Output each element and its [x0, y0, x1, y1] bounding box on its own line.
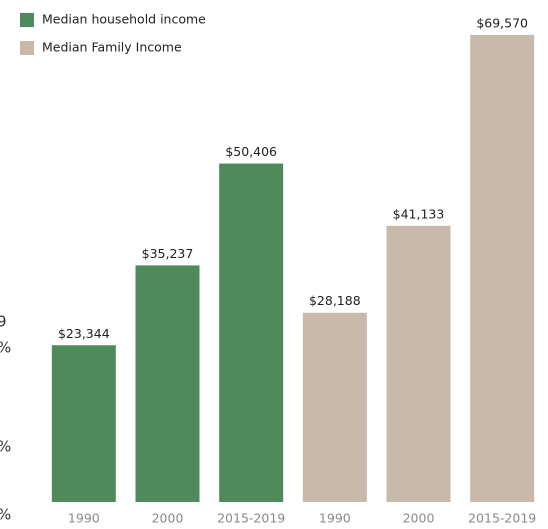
bar — [219, 163, 284, 503]
legend-label: Median household income — [42, 12, 206, 27]
bar — [386, 225, 451, 502]
x-tick-label: 2015-2019 — [468, 511, 536, 526]
x-tick-label: 2000 — [403, 511, 435, 526]
bar — [302, 312, 367, 502]
value-label: $69,570 — [476, 15, 528, 30]
x-tick-label: 2015-2019 — [217, 511, 285, 526]
edge-fragment: % — [0, 506, 11, 524]
value-label: $35,237 — [142, 246, 194, 261]
bar — [51, 345, 116, 502]
edge-fragment: % — [0, 438, 11, 456]
x-tick-label: 1990 — [68, 511, 100, 526]
legend-swatch — [20, 41, 34, 55]
edge-fragment: % — [0, 339, 11, 357]
x-tick-label: 1990 — [319, 511, 351, 526]
legend-label: Median Family Income — [42, 40, 182, 55]
bar — [470, 34, 535, 502]
value-label: $28,188 — [309, 293, 361, 308]
value-label: $23,344 — [58, 326, 110, 341]
value-label: $50,406 — [225, 144, 277, 159]
value-label: $41,133 — [393, 206, 445, 221]
x-tick-label: 2000 — [152, 511, 184, 526]
bar — [135, 265, 200, 502]
legend-swatch — [20, 13, 34, 27]
edge-fragment: 9 — [0, 313, 7, 331]
